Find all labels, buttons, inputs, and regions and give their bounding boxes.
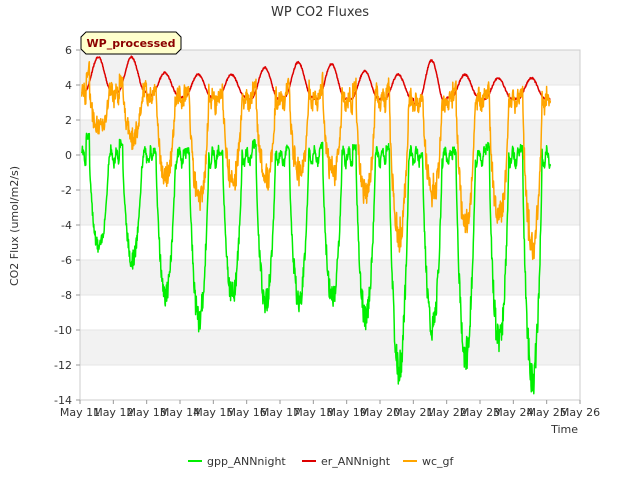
x-tick-label: May 21 <box>393 406 433 419</box>
x-tick-label: May 20 <box>360 406 400 419</box>
x-axis-label: Time <box>550 423 578 436</box>
x-tick-label: May 14 <box>160 406 200 419</box>
y-tick-label: -6 <box>61 254 72 267</box>
y-tick-label: -4 <box>61 219 72 232</box>
y-axis-label: CO2 Flux (umol/m2/s) <box>8 166 21 286</box>
legend-label: wc_gf <box>422 455 455 468</box>
legend-label: gpp_ANNnight <box>207 455 286 468</box>
y-tick-label: 2 <box>65 114 72 127</box>
y-axis-ticks: -14 -12 -10 -8 -6 -4 -2 0 2 4 6 <box>54 44 80 407</box>
x-tick-label: May 24 <box>493 406 533 419</box>
processed-badge-label: WP_processed <box>87 37 176 50</box>
y-tick-label: -10 <box>54 324 72 337</box>
x-tick-label: May 16 <box>227 406 267 419</box>
series-line-gpp-annnight <box>80 132 552 395</box>
plot-background-bands <box>80 50 580 365</box>
legend-label: er_ANNnight <box>321 455 391 468</box>
x-tick-label: May 26 <box>560 406 600 419</box>
legend: gpp_ANNnight er_ANNnight wc_gf <box>188 455 455 468</box>
y-tick-label: 6 <box>65 44 72 57</box>
x-tick-label: May 18 <box>293 406 333 419</box>
y-tick-label: -12 <box>54 359 72 372</box>
chart-title: WP CO2 Fluxes <box>271 5 369 20</box>
x-tick-label: May 23 <box>460 406 500 419</box>
plot-band <box>80 120 580 155</box>
y-tick-label: -8 <box>61 289 72 302</box>
processed-badge: WP_processed <box>80 31 182 55</box>
x-tick-label: May 17 <box>260 406 300 419</box>
x-tick-label: May 15 <box>193 406 233 419</box>
x-tick-label: May 25 <box>527 406 567 419</box>
x-tick-label: May 19 <box>327 406 367 419</box>
y-tick-label: 4 <box>65 79 72 92</box>
plot-band <box>80 330 580 365</box>
x-tick-label: May 13 <box>127 406 167 419</box>
y-tick-label: -2 <box>61 184 72 197</box>
x-tick-label: May 11 <box>60 406 100 419</box>
y-tick-label: -14 <box>54 394 72 407</box>
x-tick-label: May 12 <box>93 406 133 419</box>
series-line-wc-gf <box>80 60 552 261</box>
y-tick-label: 0 <box>65 149 72 162</box>
x-tick-label: May 22 <box>427 406 467 419</box>
plot-band <box>80 50 580 85</box>
series-layer <box>80 55 552 395</box>
